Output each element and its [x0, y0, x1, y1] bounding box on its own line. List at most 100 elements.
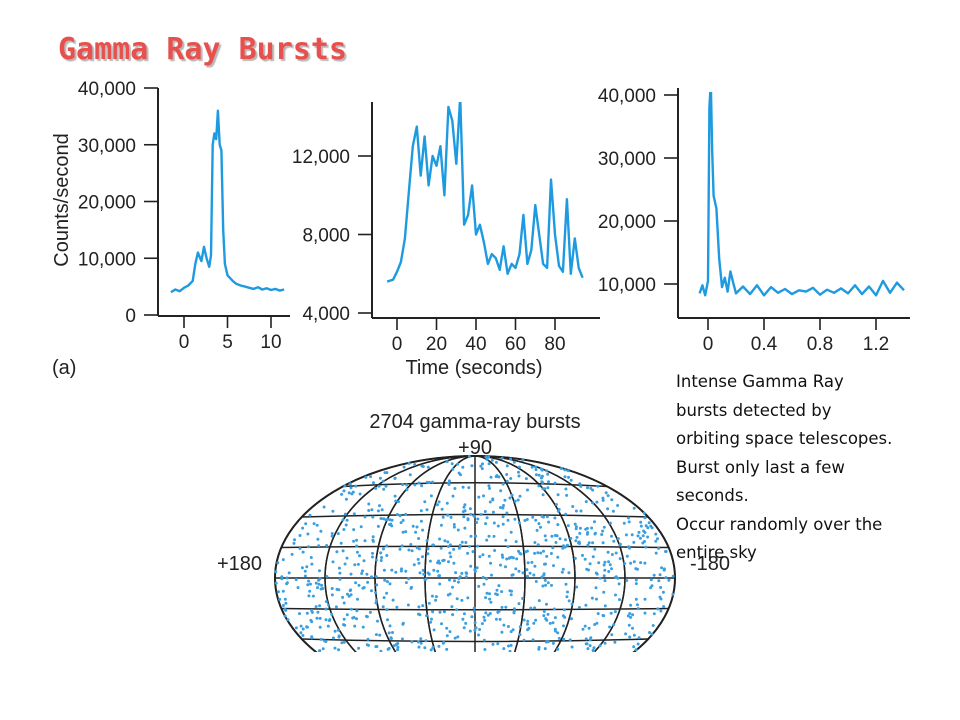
- burst-dot: [501, 515, 505, 519]
- burst-dot: [423, 578, 427, 582]
- burst-dot: [534, 465, 538, 469]
- burst-dot: [439, 546, 443, 550]
- burst-dot: [553, 627, 557, 631]
- burst-dot: [569, 536, 573, 540]
- burst-dot: [494, 460, 498, 464]
- burst-dot: [432, 568, 436, 572]
- burst-dot: [596, 612, 600, 616]
- burst-dot: [505, 557, 509, 561]
- burst-dot: [543, 578, 547, 582]
- burst-dot: [299, 624, 303, 628]
- burst-dot: [508, 496, 512, 500]
- burst-dot: [480, 622, 484, 626]
- burst-dot: [358, 492, 362, 496]
- burst-dot: [298, 612, 301, 616]
- burst-dot: [393, 494, 397, 498]
- burst-dot: [504, 565, 507, 569]
- burst-dot: [501, 506, 505, 510]
- burst-dot: [357, 646, 361, 650]
- burst-dot: [485, 591, 489, 595]
- burst-dot: [404, 581, 408, 585]
- burst-dot: [656, 607, 660, 611]
- burst-dot: [388, 624, 392, 628]
- burst-dot: [507, 556, 511, 560]
- burst-dot: [353, 624, 357, 628]
- burst-dot: [419, 641, 423, 645]
- burst-dot: [606, 550, 610, 554]
- burst-dot: [596, 484, 600, 488]
- burst-dot: [398, 547, 402, 551]
- burst-dot: [528, 571, 532, 575]
- burst-dot: [355, 609, 359, 613]
- burst-dot: [505, 473, 509, 476]
- burst-dot: [386, 618, 389, 622]
- burst-dot: [343, 512, 347, 516]
- x-axis-title: Time (seconds): [405, 357, 542, 379]
- burst-dot: [544, 640, 548, 644]
- burst-dot: [577, 541, 580, 545]
- burst-dot: [562, 608, 566, 612]
- burst-dot: [632, 560, 636, 564]
- burst-dot: [652, 573, 656, 577]
- burst-dot: [516, 498, 520, 502]
- burst-dot: [371, 539, 375, 543]
- burst-dot: [500, 605, 504, 609]
- burst-dot: [574, 539, 578, 543]
- burst-dot: [425, 508, 429, 512]
- burst-dot: [584, 637, 588, 641]
- burst-dot: [485, 538, 489, 542]
- burst-dot: [632, 645, 636, 649]
- burst-dot: [487, 455, 491, 459]
- burst-dot: [484, 455, 488, 459]
- burst-dot: [308, 589, 312, 593]
- burst-dot: [492, 521, 496, 525]
- burst-dot: [450, 605, 454, 609]
- burst-dot: [566, 469, 570, 473]
- burst-dot: [366, 637, 370, 641]
- burst-dot: [452, 547, 456, 551]
- burst-dot: [314, 605, 318, 609]
- burst-dot: [472, 609, 476, 613]
- burst-dot: [446, 545, 450, 548]
- burst-dot: [488, 592, 491, 596]
- burst-dot: [628, 612, 632, 615]
- burst-dot: [344, 523, 348, 527]
- burst-dot: [374, 633, 378, 637]
- burst-dot: [511, 628, 515, 632]
- burst-dot: [402, 465, 406, 469]
- burst-dot: [518, 551, 522, 555]
- burst-dot: [510, 493, 514, 497]
- sky-map: 2704 gamma-ray bursts +90 +180 -180: [217, 411, 730, 652]
- burst-dot: [460, 540, 464, 544]
- burst-dot: [432, 628, 436, 632]
- burst-dot: [521, 597, 525, 600]
- burst-dot: [298, 547, 302, 550]
- burst-dot: [533, 606, 537, 610]
- burst-dot: [440, 622, 443, 626]
- burst-dot: [451, 494, 455, 498]
- burst-dot: [649, 578, 653, 582]
- burst-dot: [420, 464, 424, 468]
- burst-dot: [650, 632, 654, 636]
- burst-dot: [324, 600, 328, 604]
- burst-dot: [584, 500, 588, 504]
- burst-dot: [464, 575, 468, 579]
- burst-dot: [545, 515, 549, 519]
- burst-dot: [634, 582, 638, 586]
- burst-dot: [534, 618, 538, 622]
- burst-dot: [475, 521, 479, 524]
- burst-dot: [540, 480, 544, 484]
- burst-dot: [315, 523, 319, 527]
- burst-dot: [578, 526, 582, 530]
- burst-dot: [586, 531, 590, 534]
- burst-dot: [526, 488, 529, 492]
- burst-dot: [637, 530, 641, 534]
- burst-dot: [456, 528, 460, 532]
- burst-dot: [651, 624, 655, 627]
- burst-dot: [333, 629, 337, 633]
- burst-dot: [343, 484, 347, 488]
- burst-dot: [564, 487, 568, 491]
- burst-dot: [534, 468, 538, 472]
- burst-dot: [382, 547, 385, 551]
